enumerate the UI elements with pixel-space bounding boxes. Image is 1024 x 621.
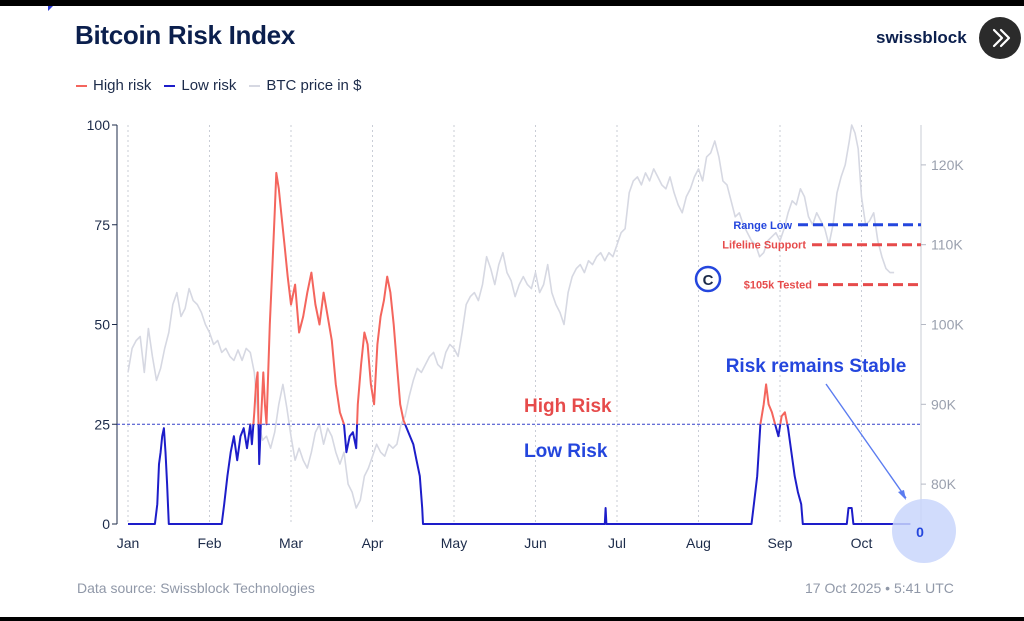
logo-mark-circle — [694, 265, 722, 293]
x-tick-label: Apr — [362, 535, 384, 551]
btc-price-line — [127, 124, 895, 509]
legend-item-low: Low risk — [164, 77, 236, 94]
legend-item-high: High risk — [76, 77, 151, 94]
left-axis-label: 50 — [94, 317, 110, 333]
legend-swatch-low — [164, 84, 176, 87]
x-tick-label: Oct — [851, 535, 873, 551]
double-chevron-right-icon — [992, 28, 1011, 48]
chart-legend: High risk Low risk BTC price in $ — [76, 77, 361, 94]
x-tick-label: Sep — [768, 535, 793, 551]
legend-label-price: BTC price in $ — [266, 77, 362, 94]
high-risk-region-label: High Risk — [524, 396, 612, 417]
price-level-label: $105k Tested — [744, 280, 812, 292]
price-level-label: Range Low — [733, 220, 792, 232]
data-source: Data source: Swissblock Technologies — [77, 580, 315, 596]
current-value-label: 0 — [916, 524, 924, 540]
current-value-highlight — [892, 499, 956, 563]
brand-logo: swissblock — [876, 28, 967, 47]
right-axis-label: 110K — [931, 237, 963, 253]
left-axis-label: 0 — [102, 516, 110, 532]
right-axis-label: 120K — [931, 157, 964, 173]
legend-label-high: High risk — [93, 77, 152, 94]
low-risk-line — [128, 424, 911, 525]
price-level-label: Lifeline Support — [722, 240, 806, 252]
legend-swatch-price — [249, 84, 261, 87]
legend-label-low: Low risk — [181, 77, 237, 94]
chart-title: Bitcoin Risk Index — [75, 20, 295, 50]
x-tick-label: Mar — [279, 535, 303, 551]
annotation-arrow-shaft — [825, 383, 907, 499]
left-axis-label: 75 — [94, 217, 110, 233]
right-axis-label: 90K — [931, 396, 957, 412]
low-risk-region-label: Low Risk — [524, 441, 608, 462]
x-tick-label: May — [441, 535, 467, 551]
left-axis-label: 25 — [94, 416, 110, 432]
x-tick-label: Jul — [608, 535, 626, 551]
next-button[interactable] — [979, 17, 1021, 59]
left-axis-label: 100 — [87, 117, 111, 133]
x-tick-label: Feb — [197, 535, 221, 551]
risk-chart: Jan Feb Mar Apr May Jun Jul Aug Sep Oct 0 25 50 75 100… — [87, 117, 964, 563]
legend-swatch-high — [76, 84, 87, 87]
annotation-arrow-head — [898, 490, 906, 500]
chart-card: Bitcoin Risk Index swissblock High risk … — [0, 6, 1024, 617]
logo-mark-letter: C — [703, 272, 714, 289]
right-axis-label: 100K — [931, 317, 964, 333]
x-tick-label: Jun — [524, 535, 547, 551]
x-tick-label: Aug — [686, 535, 711, 551]
corner-marker — [48, 6, 53, 11]
x-tick-label: Jan — [117, 535, 140, 551]
legend-item-price: BTC price in $ — [249, 77, 361, 94]
right-axis-label: 80K — [931, 476, 957, 492]
timestamp: 17 Oct 2025 • 5:41 UTC — [805, 580, 954, 596]
high-risk-line — [249, 171, 789, 425]
annotation-label: Risk remains Stable — [726, 356, 907, 377]
